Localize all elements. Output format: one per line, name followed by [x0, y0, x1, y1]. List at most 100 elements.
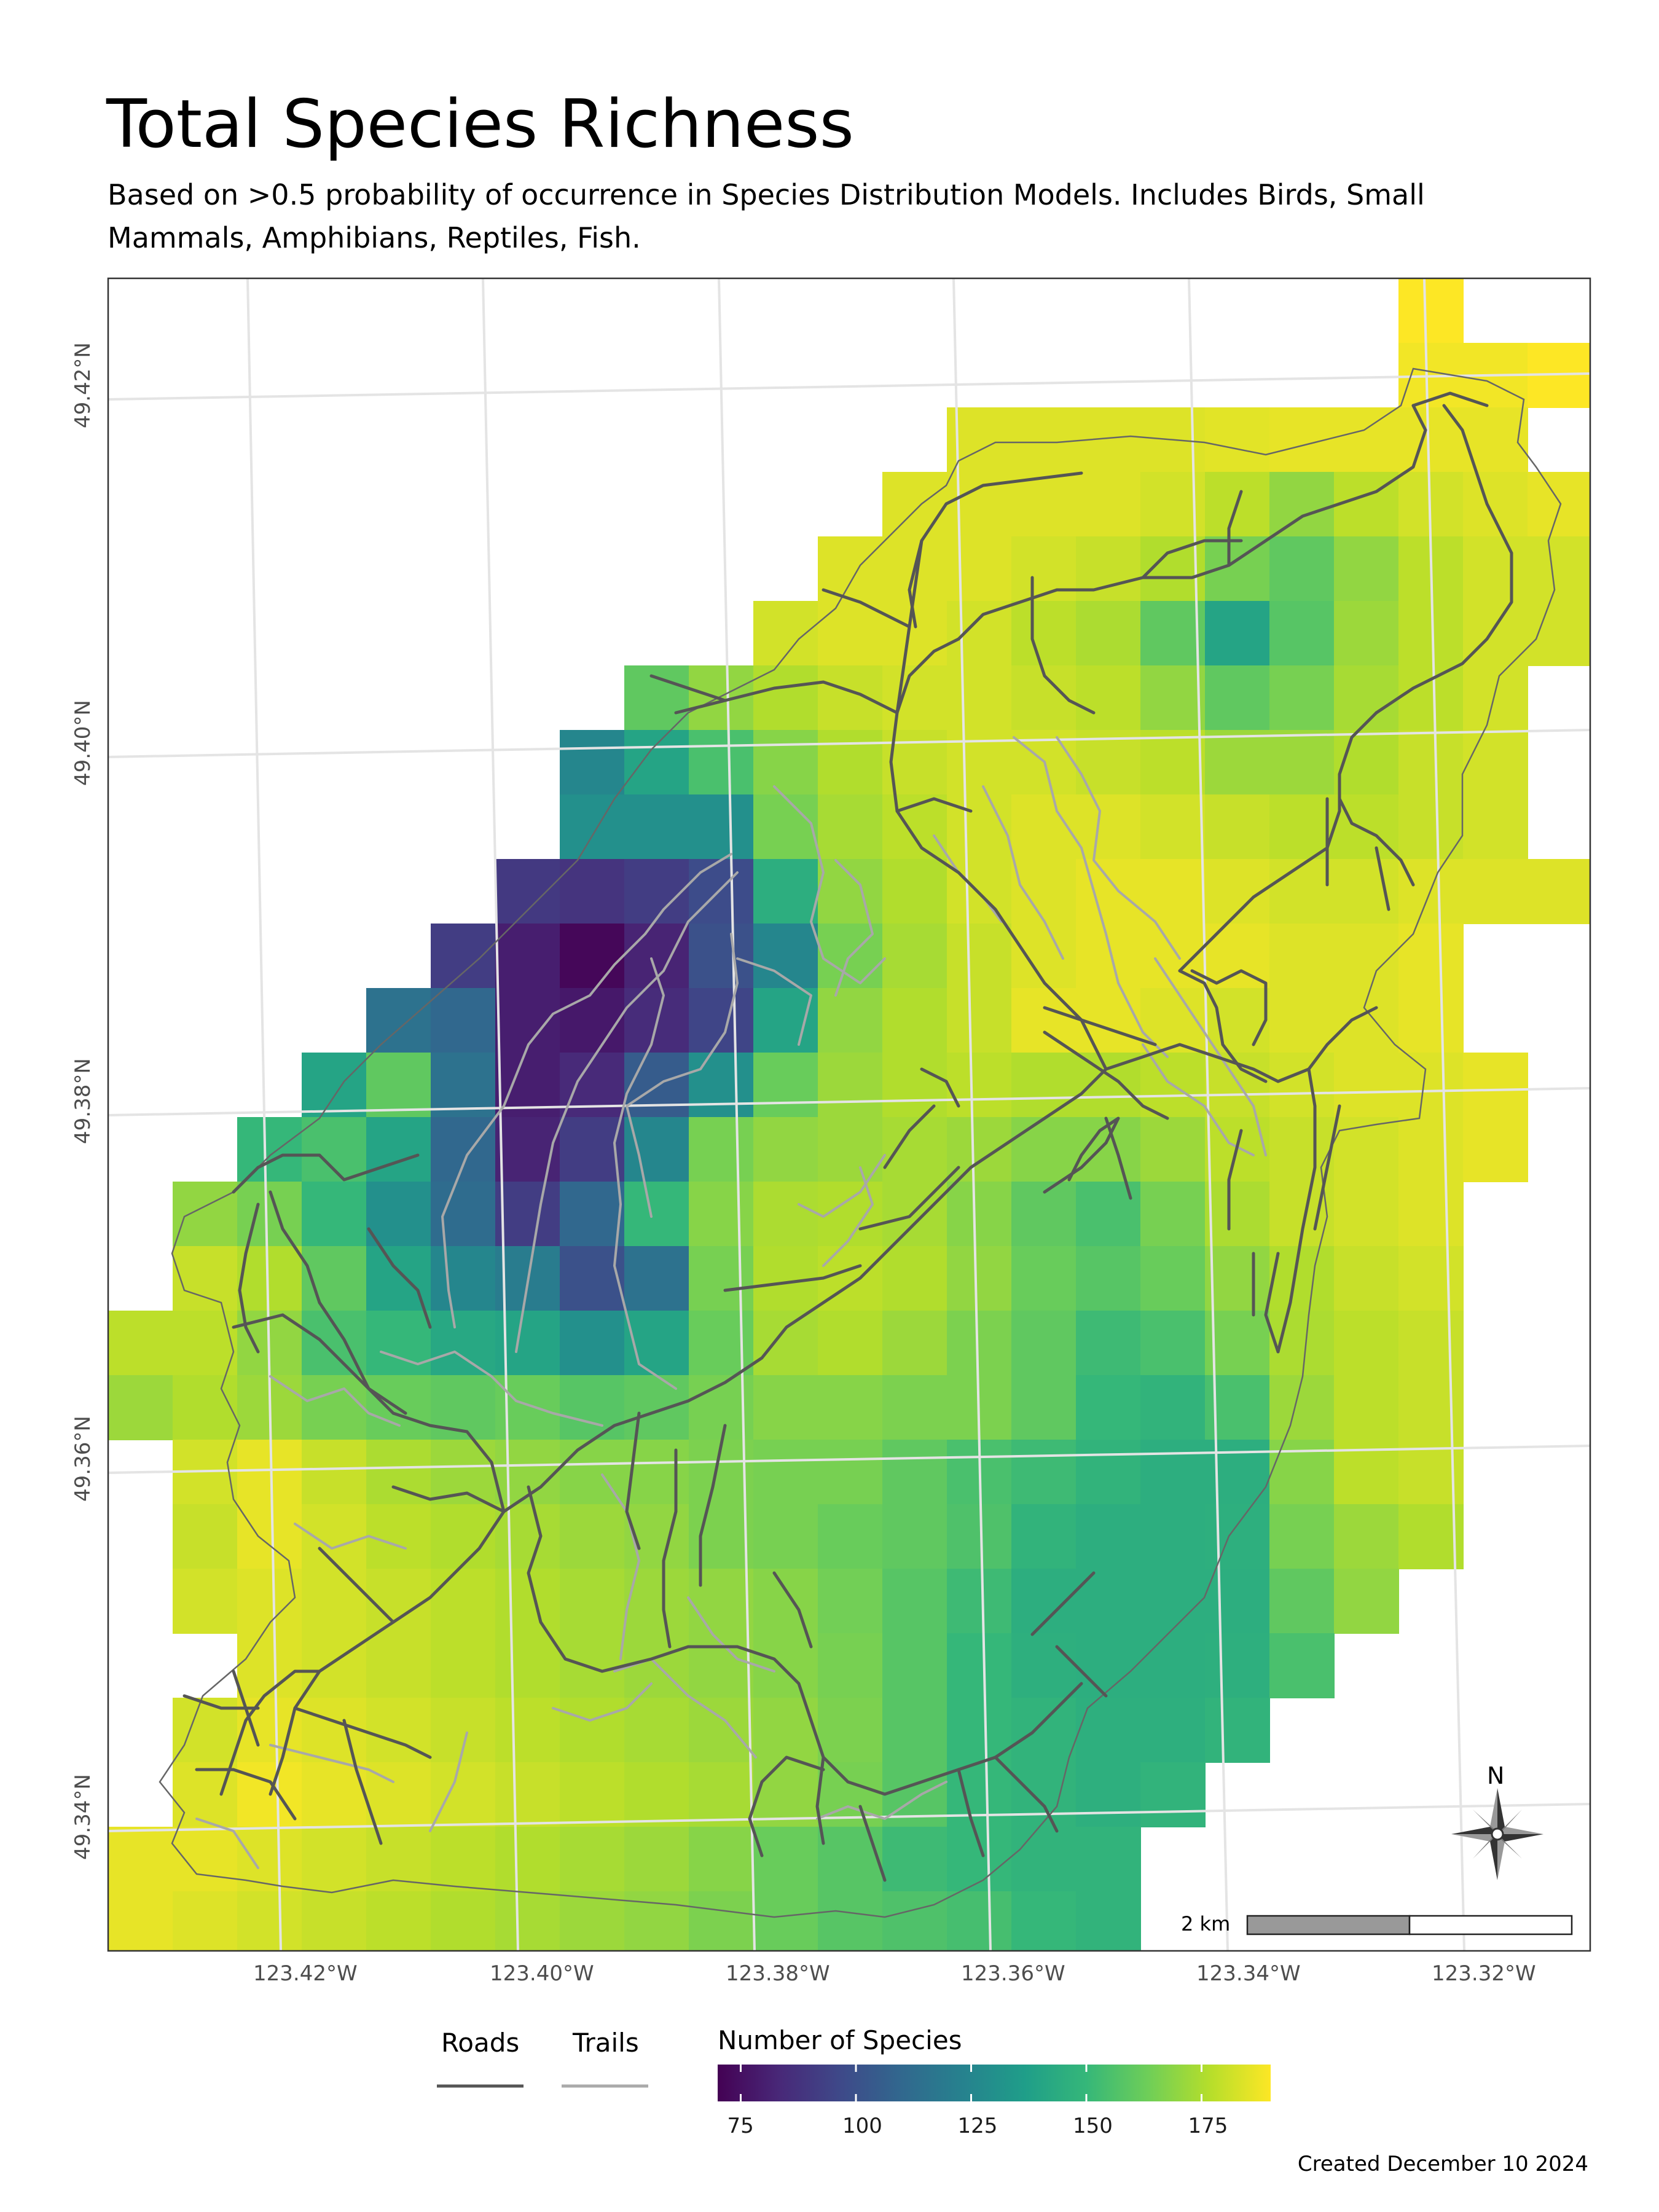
- raster-cell: [431, 1504, 496, 1569]
- raster-cell: [1398, 1053, 1464, 1118]
- road: [195, 1768, 297, 1821]
- raster-cell: [431, 1182, 496, 1247]
- road: [1104, 1043, 1311, 1083]
- raster-cell: [753, 665, 818, 731]
- lat-label-4938: 49.38°N: [71, 1058, 95, 1144]
- trail: [552, 1682, 653, 1722]
- graticule-lat-4934: [108, 1803, 1590, 1832]
- raster-cell: [818, 1827, 883, 1892]
- raster-cell: [1463, 1117, 1528, 1182]
- raster-cell: [302, 1698, 367, 1763]
- raster-cell: [173, 1375, 238, 1440]
- raster-cell: [1269, 665, 1335, 731]
- raster-cell: [947, 1569, 1012, 1634]
- raster-cell: [1205, 1246, 1270, 1311]
- raster-cell: [624, 1311, 689, 1376]
- raster-cell: [1076, 1633, 1141, 1698]
- raster-cell: [882, 988, 947, 1053]
- graticule-lon-12340: [482, 278, 519, 1951]
- raster-cell: [689, 1246, 754, 1311]
- raster-cell: [689, 1182, 754, 1247]
- raster-cell: [1011, 1504, 1077, 1569]
- raster-cell: [1334, 1246, 1399, 1311]
- raster-cell: [882, 1246, 947, 1311]
- trail: [736, 957, 812, 1046]
- raster-cell: [1076, 924, 1141, 989]
- raster-cell: [1140, 794, 1206, 860]
- raster-cell: [560, 924, 625, 989]
- raster-cell: [947, 1246, 1012, 1311]
- raster-cell: [882, 1891, 947, 1951]
- map-frame: [107, 277, 1591, 1952]
- graticule-lon-12336: [952, 278, 992, 1951]
- road: [1141, 539, 1243, 579]
- raster-cell: [1011, 1827, 1077, 1892]
- raster-cell: [1334, 665, 1399, 731]
- raster-cell: [624, 1375, 689, 1440]
- trail: [294, 1523, 407, 1550]
- raster-cell: [818, 601, 883, 666]
- road: [1178, 969, 1268, 1083]
- raster-cell: [560, 1246, 625, 1311]
- raster-cell: [882, 1569, 947, 1634]
- raster-cell: [818, 988, 883, 1053]
- raster-cell: [624, 794, 689, 860]
- raster-cell: [1140, 1698, 1206, 1763]
- road: [957, 1768, 985, 1857]
- trail: [822, 1166, 874, 1267]
- map-subtitle: Based on >0.5 probability of occurrence …: [108, 178, 1425, 254]
- road: [502, 1067, 1108, 1513]
- raster-cell: [689, 1762, 754, 1827]
- raster-cell: [237, 1891, 302, 1951]
- raster-cell: [237, 1504, 302, 1569]
- raster-cell: [882, 859, 947, 924]
- raster-cell: [1334, 1182, 1399, 1247]
- raster-cell: [1011, 1762, 1077, 1827]
- raster-cell: [560, 1762, 625, 1827]
- raster-cell: [1011, 1117, 1077, 1182]
- raster-cell: [753, 1117, 818, 1182]
- raster-cell: [173, 1182, 238, 1247]
- raster-cell: [1011, 601, 1077, 666]
- raster-cell: [495, 1698, 560, 1763]
- road: [1338, 404, 1427, 506]
- raster-cell: [1398, 278, 1464, 343]
- road: [1227, 490, 1243, 567]
- raster-cell: [302, 1827, 367, 1892]
- raster-cell: [818, 1698, 883, 1763]
- raster-cell: [1011, 859, 1077, 924]
- road: [1375, 465, 1513, 715]
- raster-cell: [882, 1311, 947, 1376]
- raster-cell: [302, 1053, 367, 1118]
- colorbar: [718, 2065, 1271, 2101]
- trail: [269, 1375, 401, 1427]
- raster-cell: [1076, 1504, 1141, 1569]
- road: [293, 1706, 432, 1759]
- raster-cell: [1205, 665, 1270, 731]
- raster-cell: [753, 1698, 818, 1763]
- raster-cell: [947, 1827, 1012, 1892]
- north-label: N: [1487, 1762, 1505, 1789]
- trail: [1154, 957, 1267, 1156]
- raster-cell: [431, 924, 496, 989]
- raster-cell: [1398, 859, 1464, 924]
- raster-cell: [1269, 1246, 1335, 1311]
- raster-cell: [1334, 601, 1399, 666]
- road: [748, 1755, 825, 1857]
- raster-cell: [689, 1311, 754, 1376]
- raster-cell: [108, 1827, 173, 1892]
- raster-cell: [366, 1569, 431, 1634]
- raster-cell: [1140, 1246, 1206, 1311]
- raster-cell: [1076, 601, 1141, 666]
- road: [649, 674, 727, 702]
- raster-cell: [1011, 1246, 1077, 1311]
- road: [895, 797, 973, 813]
- raster-cell: [1463, 601, 1528, 666]
- raster-cell: [237, 1246, 302, 1311]
- raster-cell: [624, 1762, 689, 1827]
- raster-cell: [1140, 1182, 1206, 1247]
- raster-cell: [882, 1956, 947, 2021]
- colorbar-title: Number of Species: [718, 2025, 962, 2055]
- raster-cell: [302, 1569, 367, 1634]
- raster-cell: [560, 794, 625, 860]
